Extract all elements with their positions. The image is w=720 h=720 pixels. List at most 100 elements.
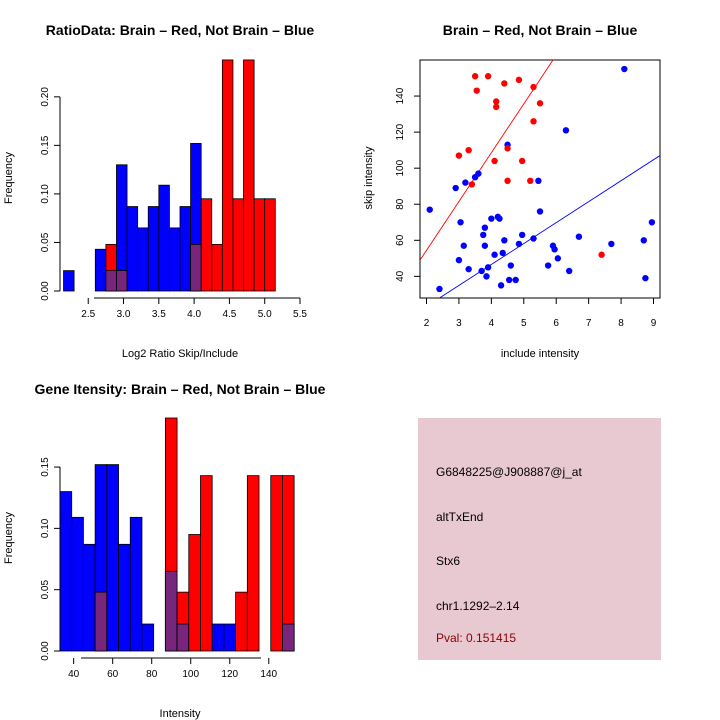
location: chr1.1292–2.14 [436, 599, 520, 613]
gene-intensity-y-label: Frequency [3, 512, 15, 564]
scatter-point-notbrain [518, 231, 526, 239]
scatter-point-notbrain [499, 249, 506, 257]
ratio-histogram-title: RatioData: Brain – Red, Not Brain – Blue [46, 22, 315, 38]
gene-intensity-bar-overlap [176, 623, 190, 652]
ratio-histogram-bar-notbrain [179, 206, 191, 292]
scatter-point-notbrain [475, 170, 482, 177]
ratio-histogram-y-label: Frequency [3, 152, 15, 204]
scatter-y-tick-label: 100 [395, 159, 406, 176]
scatter-point-notbrain [575, 233, 583, 240]
gene-intensity-title: Gene Itensity: Brain – Red, Not Brain – … [35, 381, 326, 397]
gene-intensity-y-tick-label: 0.10 [40, 518, 51, 538]
ratio-histogram-y-tick-label: 0.20 [40, 87, 51, 107]
scatter-point-notbrain [491, 251, 498, 258]
scatter-x-tick-label: 5 [521, 318, 527, 329]
scatter-x-axis: 2 3 4 5 6 7 8 9 [424, 298, 657, 329]
scatter-point-notbrain [648, 219, 656, 226]
scatter-point-notbrain [536, 208, 544, 215]
intensity-scatter: Brain – Red, Not Brain – Blue 2 3 4 5 6 7 8 9 4… [363, 22, 661, 360]
ratio-histogram-y-axis: 0.00 0.05 0.10 0.15 0.20 [40, 87, 61, 301]
scatter-point-notbrain [554, 255, 562, 262]
scatter-point-notbrain [640, 237, 647, 244]
scatter-point-notbrain [457, 219, 464, 226]
scatter-point-notbrain [483, 273, 490, 280]
gene-intensity-x-axis: 40 60 80 100 120 140 [68, 657, 278, 680]
scatter-point-notbrain [426, 206, 433, 213]
scatter-point-brain [530, 118, 537, 125]
ratio-histogram-x-tick-label: 4.5 [222, 309, 236, 320]
ratio-histogram-x-tick-label: 4.0 [187, 309, 201, 320]
scatter-point-brain [491, 157, 498, 165]
scatter-point-brain [518, 157, 526, 165]
gene-intensity-x-tick-label: 100 [182, 669, 199, 680]
scatter-point-notbrain [512, 276, 519, 284]
gene-intensity-bar-notbrain [118, 543, 131, 652]
ratio-histogram-bar-notbrain [147, 206, 160, 292]
ratio-histogram-bar-notbrain [63, 270, 75, 292]
scatter-point-notbrain [462, 179, 469, 186]
gene-intensity-x-label: Intensity [160, 708, 201, 720]
gene-intensity-x-tick-label: 60 [107, 669, 119, 680]
gene-intensity-bar-brain [235, 591, 248, 652]
scatter-x-tick-label: 8 [618, 318, 624, 329]
gene-intensity-x-tick-label: 120 [221, 669, 238, 680]
scatter-point-notbrain [484, 264, 492, 271]
scatter-point-notbrain [481, 224, 489, 231]
ratio-histogram-bar-brain [200, 198, 213, 292]
scatter-point-brain [598, 251, 605, 258]
gene-intensity-bar-brain [270, 475, 283, 652]
brain-fit-line [420, 60, 554, 261]
gene-intensity-y-axis: 0.00 0.05 0.10 0.15 [40, 457, 61, 661]
ratio-histogram-x-axis: 2.5 3.0 3.5 4.0 4.5 5.0 5.5 [81, 297, 307, 320]
gene-intensity-x-tick-label: 80 [146, 669, 158, 680]
scatter-point-notbrain [460, 242, 467, 249]
scatter-y-tick-label: 40 [395, 270, 406, 282]
ratio-histogram-bar-overlap [116, 270, 128, 292]
scatter-y-tick-label: 140 [395, 87, 406, 104]
scatter-y-axis: 40 60 80 100 120 140 [395, 87, 420, 282]
scatter-point-brain [484, 73, 492, 80]
ratio-histogram-bar-brain [232, 198, 244, 292]
ratio-histogram-bar-notbrain [158, 184, 170, 292]
ratio-histogram-y-tick-label: 0.10 [40, 184, 51, 204]
scatter-point-brain [504, 177, 511, 185]
scatter-point-brain [465, 146, 472, 154]
scatter-point-notbrain [488, 215, 495, 222]
event-type: altTxEnd [436, 510, 483, 524]
scatter-point-notbrain [544, 262, 552, 269]
scatter-frame [419, 59, 661, 299]
scatter-point-notbrain [642, 274, 649, 282]
scatter-point-brain [455, 152, 463, 159]
gene-name: Stx6 [436, 554, 460, 568]
scatter-point-notbrain [452, 184, 459, 192]
gene-intensity-x-tick-label: 40 [68, 669, 80, 680]
ratio-histogram-y-tick-label: 0.05 [40, 232, 51, 252]
p-value: Pval: 0.151415 [436, 631, 516, 645]
ratio-histogram-x-tick-label: 3.5 [152, 309, 166, 320]
scatter-point-brain [527, 177, 534, 185]
ratio-histogram-bar-notbrain [126, 206, 139, 292]
gene-intensity-bar-brain [188, 534, 201, 652]
scatter-point-brain [504, 145, 511, 152]
scatter-point-notbrain [507, 262, 515, 269]
scatter-point-brain [501, 80, 508, 87]
gene-intensity-bar-notbrain [106, 464, 119, 652]
ratio-histogram-bar-overlap [190, 243, 202, 292]
scatter-point-brain [493, 103, 500, 111]
ratio-histogram-x-tick-label: 2.5 [81, 309, 95, 320]
gene-intensity-bar-notbrain [211, 623, 225, 652]
gene-intensity-y-tick-label: 0.00 [40, 641, 51, 661]
scatter-point-notbrain [535, 177, 542, 185]
scatter-point-brain [468, 181, 476, 188]
ratio-histogram-bar-notbrain [94, 248, 107, 292]
scatter-point-notbrain [501, 237, 508, 244]
scatter-point-notbrain [436, 285, 443, 293]
gene-intensity-bar-overlap [282, 623, 295, 652]
ratio-histogram-x-tick-label: 3.0 [117, 309, 131, 320]
scatter-title: Brain – Red, Not Brain – Blue [443, 22, 638, 38]
scatter-point-notbrain [621, 65, 628, 73]
scatter-point-notbrain [608, 240, 615, 248]
ratio-histogram-bar-brain [211, 243, 223, 292]
scatter-x-label: include intensity [501, 348, 580, 360]
